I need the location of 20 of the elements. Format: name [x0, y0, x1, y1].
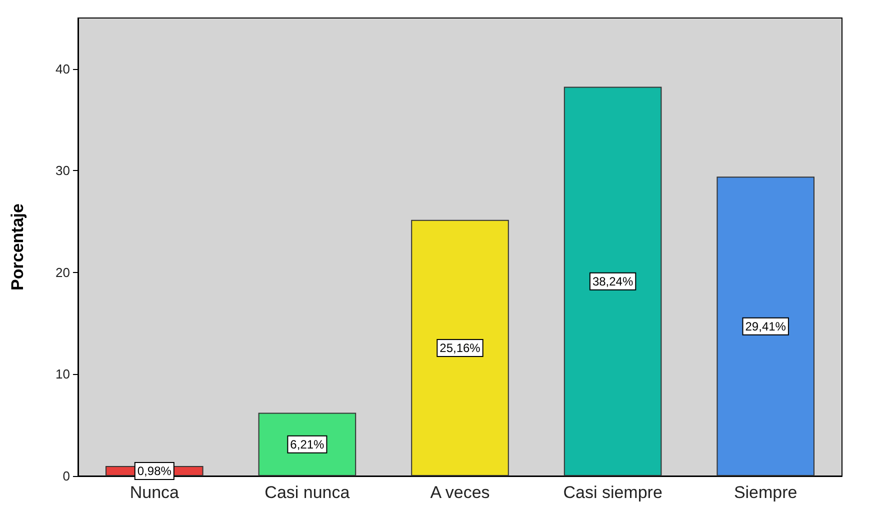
y-tick-label: 0: [62, 468, 70, 484]
x-tick-label: Siempre: [734, 483, 798, 502]
y-axis-title: Porcentaje: [8, 204, 27, 290]
x-tick-label: Nunca: [130, 483, 180, 502]
bar: [411, 220, 509, 476]
x-tick-label: Casi siempre: [563, 483, 662, 502]
y-tick-label: 20: [56, 264, 70, 280]
data-label: 29,41%: [745, 319, 786, 334]
data-label: 38,24%: [592, 274, 634, 288]
data-label: 25,16%: [440, 340, 481, 355]
data-label: 6,21%: [290, 437, 325, 452]
x-tick-label: Casi nunca: [264, 483, 350, 502]
x-tick-label: A veces: [430, 483, 490, 502]
bar: [716, 176, 814, 476]
y-tick-label: 30: [56, 163, 70, 178]
bar: [564, 86, 662, 476]
y-tick-label: 10: [56, 366, 70, 382]
y-tick-label: 40: [56, 61, 70, 76]
bar: [258, 412, 356, 476]
data-label: 0,98%: [137, 464, 172, 478]
